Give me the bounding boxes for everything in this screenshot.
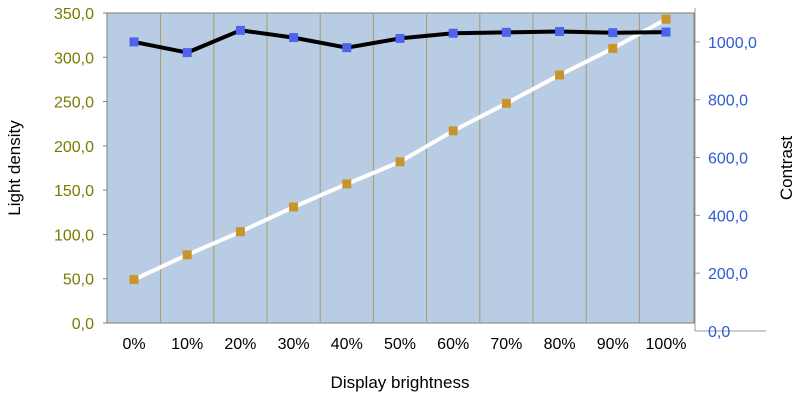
plot-area [106, 12, 695, 324]
right-tick-label: 0,0 [708, 324, 730, 341]
x-tick-label: 40% [331, 336, 363, 353]
series-2-point [501, 27, 511, 37]
series-2-point [608, 28, 618, 38]
left-tick-label: 300,0 [54, 50, 94, 67]
x-tick-label: 10% [171, 336, 203, 353]
series-1-point [555, 70, 565, 80]
series-1-point [395, 157, 405, 167]
left-axis-title: Light density [5, 120, 24, 216]
series-1-point [129, 275, 139, 285]
left-tick-label: 200,0 [54, 139, 94, 156]
right-tick-label: 400,0 [708, 208, 748, 225]
right-tick-label: 1000,0 [708, 35, 757, 52]
x-tick-label: 100% [646, 336, 687, 353]
right-axis-title: Contrast [777, 136, 796, 201]
x-tick-label: 70% [490, 336, 522, 353]
left-tick-label: 50,0 [63, 272, 94, 289]
x-axis-title: Display brightness [331, 373, 470, 392]
left-axis-ticks: 0,0 50,0 100,0 150,0 200,0 250,0 300,0 350,0 [54, 6, 107, 333]
x-axis-ticks: 0% 10% 20% 30% 40% 50% 60% 70% 80% 90% 100% [122, 336, 686, 353]
series-1-point [661, 14, 671, 24]
series-2-point [555, 27, 565, 37]
series-2-point [129, 37, 139, 47]
series-1-point [342, 179, 352, 189]
right-tick-label: 800,0 [708, 93, 748, 110]
series-1-point [289, 202, 299, 212]
series-1-point [501, 98, 511, 108]
series-1-point [448, 126, 458, 136]
series-2-point [235, 25, 245, 35]
series-2-point [661, 27, 671, 37]
series-1-point [608, 43, 618, 53]
x-tick-label: 50% [384, 336, 416, 353]
left-tick-label: 100,0 [54, 227, 94, 244]
right-tick-label: 200,0 [708, 266, 748, 283]
series-1-point [235, 227, 245, 237]
right-tick-label: 600,0 [708, 151, 748, 168]
x-tick-label: 60% [437, 336, 469, 353]
series-1-point [182, 250, 192, 260]
axes [106, 8, 766, 332]
series-2-point [342, 43, 352, 53]
series-2-point [395, 33, 405, 43]
left-tick-label: 0,0 [72, 316, 94, 333]
x-tick-label: 30% [278, 336, 310, 353]
x-tick-label: 0% [122, 336, 145, 353]
series-2-point [448, 28, 458, 38]
x-tick-label: 80% [544, 336, 576, 353]
x-tick-label: 90% [597, 336, 629, 353]
series-2-point [182, 48, 192, 58]
left-tick-label: 250,0 [54, 95, 94, 112]
x-tick-label: 20% [224, 336, 256, 353]
left-tick-label: 350,0 [54, 6, 94, 23]
series-2-point [289, 33, 299, 43]
grid-lines [160, 13, 640, 323]
left-tick-label: 150,0 [54, 183, 94, 200]
right-axis-ticks: 0,0 200,0 400,0 600,0 800,0 1000,0 [695, 35, 757, 341]
series-layer [129, 14, 671, 285]
